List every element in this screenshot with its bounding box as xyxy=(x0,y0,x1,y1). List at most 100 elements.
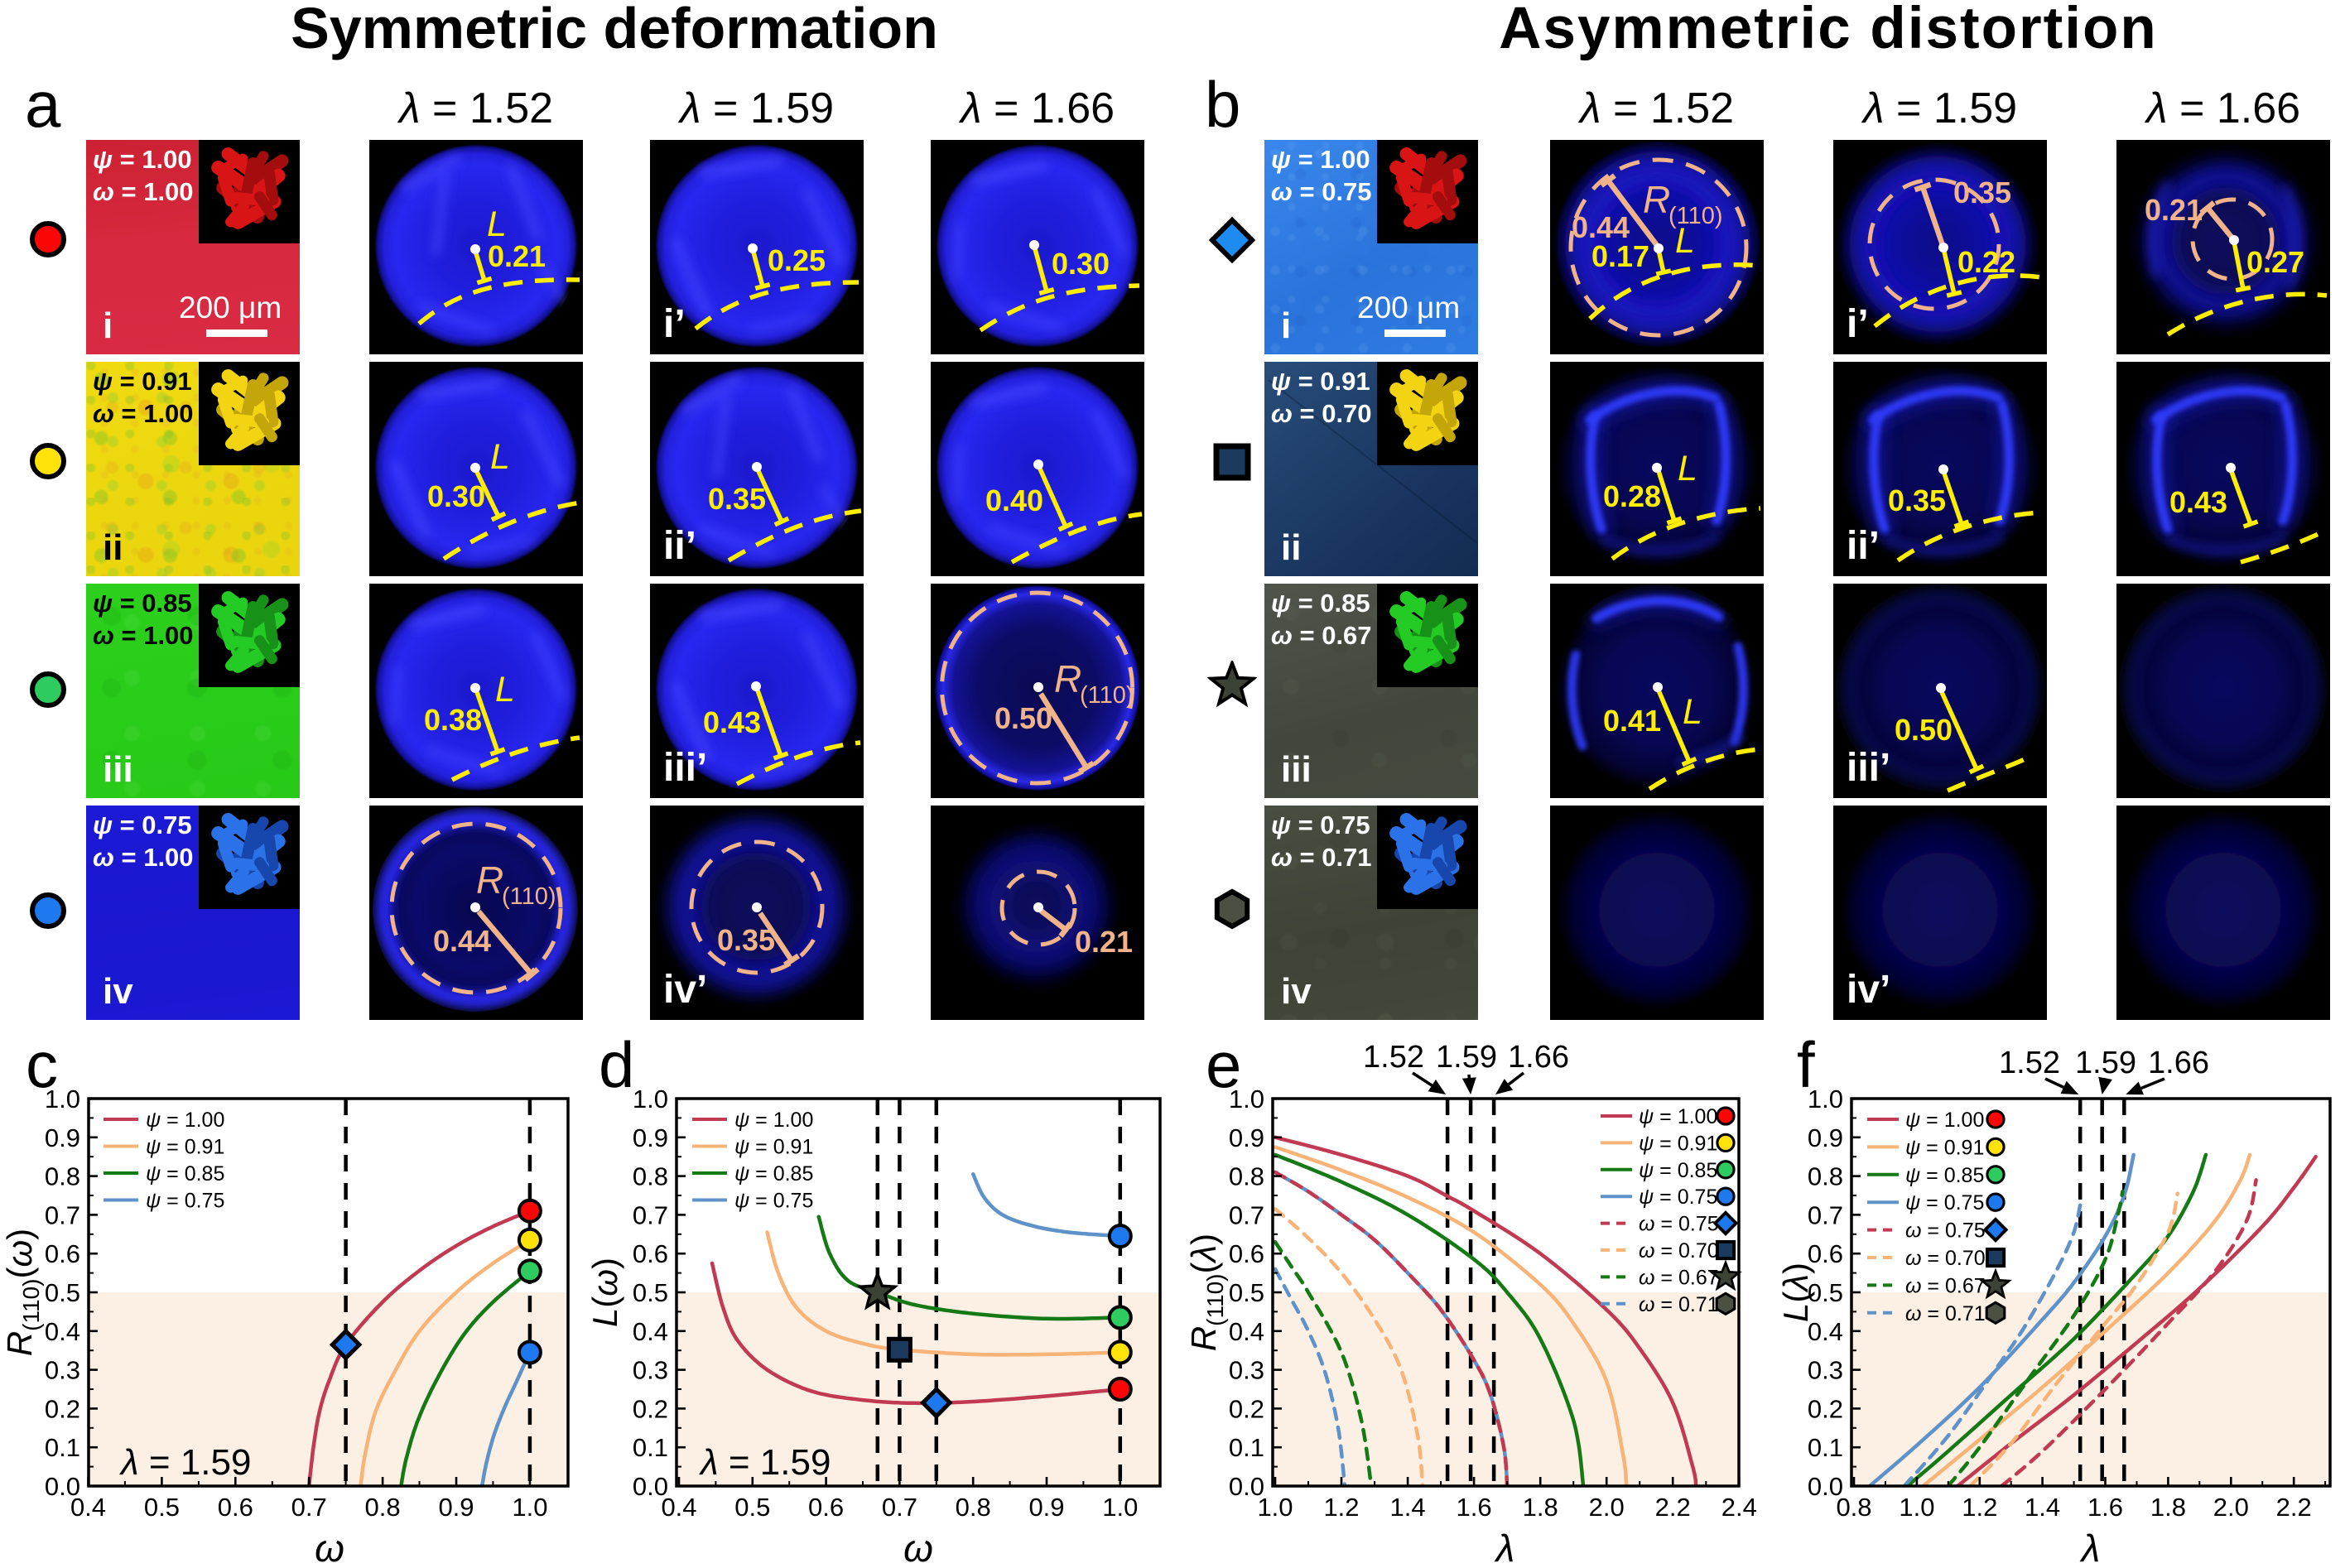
svg-text:ψ = 1.00: ψ = 1.00 xyxy=(734,1109,813,1132)
svg-text:1.6: 1.6 xyxy=(1457,1493,1492,1522)
svg-text:0.2: 0.2 xyxy=(1229,1394,1264,1423)
svg-text:0.1: 0.1 xyxy=(633,1433,668,1462)
svg-text:1.2: 1.2 xyxy=(1323,1493,1359,1522)
svg-text:ω: ω xyxy=(315,1527,344,1568)
svg-text:0.22: 0.22 xyxy=(1957,245,2015,279)
svg-text:0.0: 0.0 xyxy=(633,1472,668,1501)
svg-text:0.8: 0.8 xyxy=(1836,1493,1871,1522)
svg-text:(110): (110) xyxy=(502,883,556,910)
svg-text:ω = 0.71: ω = 0.71 xyxy=(1905,1302,1986,1325)
svg-text:L: L xyxy=(490,437,510,477)
svg-text:1.0: 1.0 xyxy=(1229,1085,1264,1113)
svg-text:1.0: 1.0 xyxy=(1257,1493,1293,1522)
svg-text:0.6: 0.6 xyxy=(633,1239,668,1268)
svg-text:0.41: 0.41 xyxy=(1603,704,1661,738)
svg-text:1.2: 1.2 xyxy=(1962,1493,1997,1522)
svg-text:ψ = 0.91: ψ = 0.91 xyxy=(1905,1136,1984,1159)
svg-text:0.5: 0.5 xyxy=(633,1278,668,1307)
svg-text:λ = 1.59: λ = 1.59 xyxy=(699,1442,831,1483)
svg-text:0.6: 0.6 xyxy=(1808,1239,1843,1268)
svg-text:2.2: 2.2 xyxy=(1655,1493,1691,1522)
svg-text:0.9: 0.9 xyxy=(633,1123,668,1152)
svg-text:0.44: 0.44 xyxy=(1572,210,1630,244)
svg-text:0.6: 0.6 xyxy=(808,1493,844,1522)
svg-text:0.0: 0.0 xyxy=(45,1472,80,1501)
svg-text:0.21: 0.21 xyxy=(2145,193,2203,227)
svg-text:0.8: 0.8 xyxy=(633,1162,668,1191)
svg-text:ii’: ii’ xyxy=(1847,524,1880,568)
svg-text:ψ = 1.00: ψ = 1.00 xyxy=(146,1109,224,1132)
svg-text:0.6: 0.6 xyxy=(218,1493,253,1522)
svg-text:(110): (110) xyxy=(1080,682,1134,709)
svg-text:0.7: 0.7 xyxy=(1808,1200,1843,1229)
svg-text:1.0: 1.0 xyxy=(512,1493,547,1522)
svg-text:0.3: 0.3 xyxy=(1808,1356,1843,1385)
svg-text:ψ = 0.85: ψ = 0.85 xyxy=(146,1162,224,1186)
svg-text:0.30: 0.30 xyxy=(1052,247,1110,281)
svg-text:0.8: 0.8 xyxy=(365,1493,401,1522)
svg-text:0.21: 0.21 xyxy=(1075,925,1133,959)
svg-text:1.0: 1.0 xyxy=(1102,1493,1138,1522)
svg-text:ii’: ii’ xyxy=(663,524,696,568)
svg-text:R: R xyxy=(476,859,503,902)
svg-text:1.59: 1.59 xyxy=(1436,1040,1497,1075)
svg-text:ψ = 0.75: ψ = 0.75 xyxy=(734,1190,813,1213)
svg-text:0.3: 0.3 xyxy=(633,1356,668,1385)
svg-text:0.28: 0.28 xyxy=(1603,479,1661,513)
svg-text:λ = 1.59: λ = 1.59 xyxy=(119,1442,251,1483)
svg-text:R: R xyxy=(1054,657,1081,700)
svg-text:1.0: 1.0 xyxy=(1808,1085,1843,1113)
svg-text:0.8: 0.8 xyxy=(1808,1162,1843,1191)
svg-text:ψ = 0.85: ψ = 0.85 xyxy=(1639,1159,1717,1182)
svg-text:λ: λ xyxy=(1494,1527,1515,1568)
svg-text:0.8: 0.8 xyxy=(956,1493,991,1522)
svg-text:0.2: 0.2 xyxy=(1808,1394,1843,1423)
svg-text:0.0: 0.0 xyxy=(1808,1472,1843,1501)
svg-text:L: L xyxy=(487,204,507,244)
svg-text:0.2: 0.2 xyxy=(45,1394,80,1423)
svg-text:2.2: 2.2 xyxy=(2276,1493,2312,1522)
svg-text:0.35: 0.35 xyxy=(708,482,766,516)
svg-text:1.52: 1.52 xyxy=(1363,1040,1424,1075)
svg-text:ω: ω xyxy=(903,1527,933,1568)
svg-text:ω = 0.67: ω = 0.67 xyxy=(1639,1266,1719,1289)
svg-text:0.40: 0.40 xyxy=(985,483,1043,517)
svg-text:1.8: 1.8 xyxy=(1523,1493,1558,1522)
svg-text:ψ = 0.85: ψ = 0.85 xyxy=(734,1162,813,1186)
svg-text:2.0: 2.0 xyxy=(1589,1493,1625,1522)
svg-text:0.38: 0.38 xyxy=(424,703,482,737)
svg-text:0.5: 0.5 xyxy=(144,1493,180,1522)
svg-text:0.35: 0.35 xyxy=(1888,483,1946,517)
svg-text:0.1: 0.1 xyxy=(1808,1433,1843,1462)
svg-text:1.66: 1.66 xyxy=(2148,1046,2209,1080)
svg-text:0.4: 0.4 xyxy=(70,1493,106,1522)
svg-text:0.7: 0.7 xyxy=(633,1200,668,1229)
svg-text:0.30: 0.30 xyxy=(427,479,485,513)
svg-text:0.3: 0.3 xyxy=(45,1356,80,1385)
svg-text:0.0: 0.0 xyxy=(1229,1472,1264,1501)
svg-text:0.7: 0.7 xyxy=(882,1493,917,1522)
svg-text:L: L xyxy=(495,670,515,709)
svg-text:0.4: 0.4 xyxy=(661,1493,696,1522)
svg-text:iv’: iv’ xyxy=(663,968,707,1012)
svg-text:1.0: 1.0 xyxy=(633,1085,668,1113)
svg-text:iii’: iii’ xyxy=(1847,746,1890,790)
svg-text:iii’: iii’ xyxy=(663,746,707,790)
svg-text:2.4: 2.4 xyxy=(1721,1493,1757,1522)
svg-text:0.8: 0.8 xyxy=(45,1162,80,1191)
svg-text:ψ = 0.85: ψ = 0.85 xyxy=(1905,1164,1984,1187)
svg-text:ψ = 1.00: ψ = 1.00 xyxy=(1905,1109,1984,1132)
svg-text:0.35: 0.35 xyxy=(717,923,775,957)
svg-text:L: L xyxy=(1683,692,1702,732)
svg-text:1.52: 1.52 xyxy=(1999,1046,2060,1080)
svg-text:1.6: 1.6 xyxy=(2087,1493,2123,1522)
svg-text:0.9: 0.9 xyxy=(1028,1493,1064,1522)
svg-text:0.9: 0.9 xyxy=(1808,1123,1843,1152)
svg-text:1.0: 1.0 xyxy=(45,1085,80,1113)
svg-text:0.1: 0.1 xyxy=(45,1433,80,1462)
svg-text:1.4: 1.4 xyxy=(2025,1493,2060,1522)
svg-text:1.4: 1.4 xyxy=(1390,1493,1426,1522)
svg-text:ψ = 0.75: ψ = 0.75 xyxy=(1905,1191,1984,1214)
svg-text:iv’: iv’ xyxy=(1847,968,1890,1012)
svg-text:ψ = 0.91: ψ = 0.91 xyxy=(146,1136,224,1159)
